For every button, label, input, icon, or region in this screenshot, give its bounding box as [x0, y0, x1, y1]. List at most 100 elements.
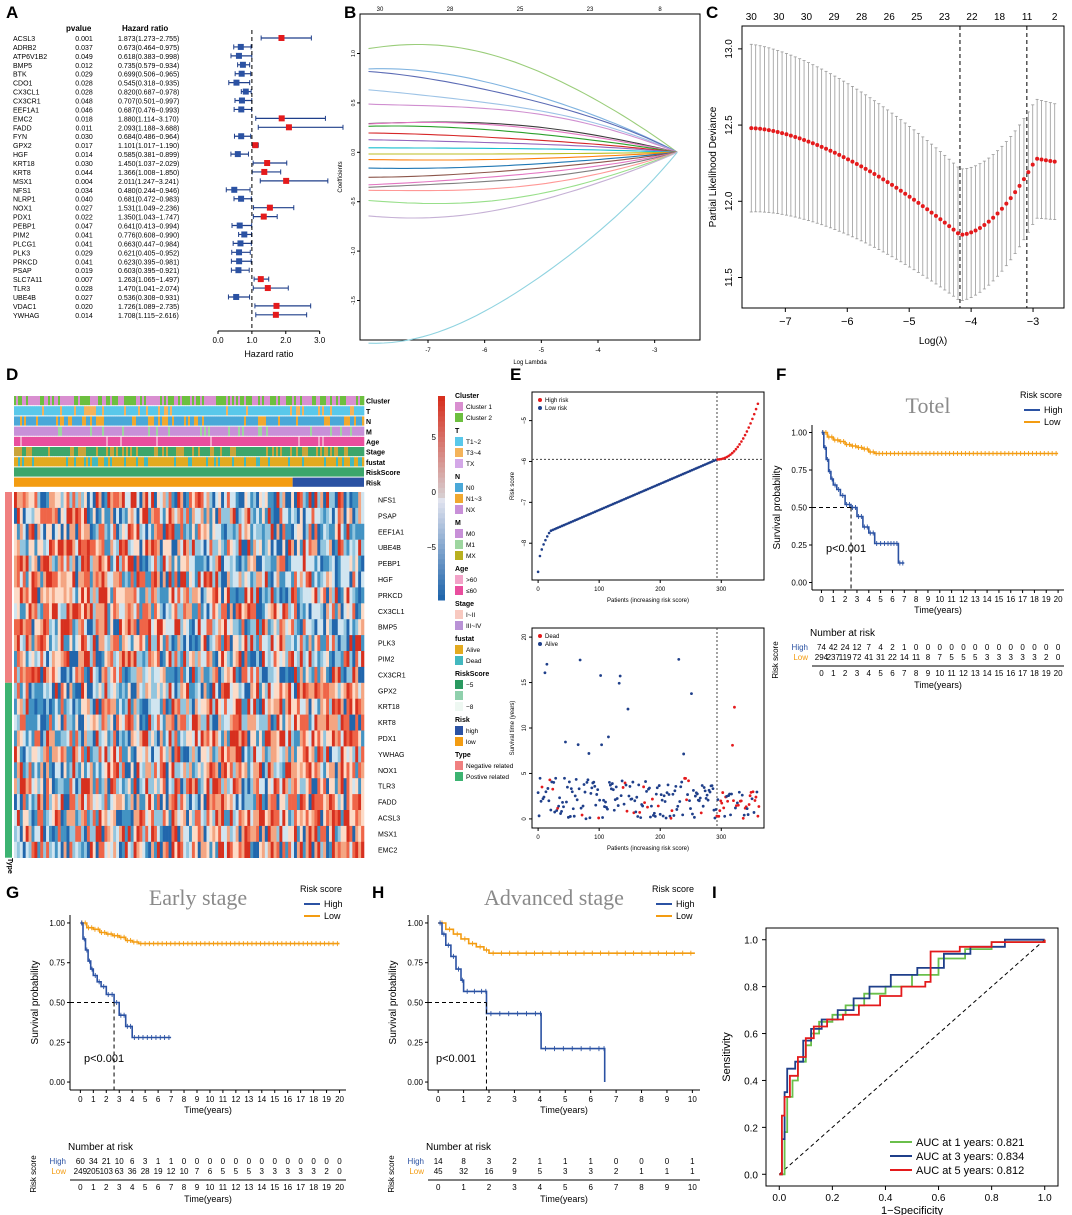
heatmap-scale-cell [438, 513, 445, 519]
status-point [590, 786, 594, 790]
heatmap-cell [259, 778, 263, 795]
annotation-cell [82, 426, 85, 436]
heatmap-cell [294, 778, 298, 795]
heatmap-cell [22, 492, 26, 509]
heatmap-cell [148, 492, 152, 509]
annotation-cell [338, 406, 341, 416]
heatmap-cell [244, 762, 248, 779]
heatmap-cell [194, 762, 199, 779]
heatmap-cell [299, 555, 304, 572]
annotation-cell [80, 416, 83, 426]
heatmap-cell [154, 778, 158, 795]
annotation-cell [280, 447, 283, 457]
heatmap-cell [162, 825, 166, 843]
heatmap-cell [261, 714, 266, 731]
annotation-cell [220, 436, 223, 446]
annotation-cell [198, 436, 201, 446]
annotation-cell [60, 416, 63, 426]
annotation-cell [88, 426, 91, 436]
heatmap-cell [156, 714, 161, 731]
annotation-cell [276, 396, 279, 406]
annotation-cell [16, 436, 19, 446]
heatmap-cell [139, 539, 143, 556]
heatmap-cell [361, 794, 365, 811]
heatmap-cell [270, 555, 274, 572]
heatmap-cell [116, 539, 120, 556]
cv-point [995, 211, 1000, 216]
annotation-cell [246, 457, 249, 467]
heatmap-cell [162, 682, 166, 699]
heatmap-cell [14, 825, 18, 843]
heatmap-cell [124, 666, 129, 684]
heatmap-cell [273, 794, 277, 811]
heatmap-cell [37, 666, 41, 684]
annotation-cell [140, 457, 143, 467]
heatmap-cell [86, 666, 91, 684]
annotation-cell [242, 426, 245, 436]
annotation-cell [290, 457, 293, 467]
heatmap-cell [285, 778, 289, 795]
annotation-cell [40, 406, 43, 416]
heatmap-cell [110, 778, 114, 795]
heatmap-cell [238, 714, 242, 731]
annotation-cell [28, 436, 31, 446]
heatmap-cell [355, 555, 359, 572]
heatmap-cell [180, 794, 184, 811]
heatmap-cell [261, 635, 266, 652]
heatmap-cell [34, 603, 38, 620]
annotation-cell [80, 426, 83, 436]
annotation-cell [322, 447, 325, 457]
heatmap-cell [28, 778, 32, 795]
risk-legend-low: Low risk [545, 406, 568, 412]
status-point [586, 778, 590, 782]
risk-x-tick-label: 0 [536, 587, 540, 593]
heatmap-cell [95, 523, 99, 540]
heatmap-cell [174, 635, 178, 652]
annotation-cell [112, 406, 115, 416]
heatmap-cell [203, 762, 207, 779]
forest-point [237, 43, 244, 50]
heatmap-cell [308, 492, 312, 509]
heatmap-cell [22, 587, 26, 604]
annotation-cell [160, 426, 163, 436]
heatmap-cell [323, 619, 327, 636]
annotation-cell [76, 416, 79, 426]
heatmap-cell [203, 507, 207, 525]
heatmap-cell [256, 507, 260, 525]
heatmap-cell [86, 555, 91, 572]
heatmap-cell [98, 794, 102, 811]
annotation-cell [34, 457, 37, 467]
heatmap-cell [224, 571, 228, 588]
heatmap-cell [209, 523, 213, 540]
heatmap-cell [104, 635, 108, 652]
annotation-cell [210, 416, 213, 426]
heatmap-cell [66, 507, 70, 525]
heatmap-cell [285, 666, 289, 684]
heatmap-cell [291, 603, 295, 620]
heatmap-cell [25, 635, 29, 652]
annotation-cell [346, 396, 349, 406]
status-point [611, 788, 615, 792]
heatmap-cell [28, 698, 32, 715]
heatmap-cell [326, 698, 330, 715]
annotation-cell [172, 457, 175, 467]
heatmap-cell [215, 523, 219, 540]
risk-point [729, 453, 732, 456]
annotation-cell [216, 406, 219, 416]
forest-point [242, 88, 249, 95]
heatmap-cell [119, 651, 123, 668]
heatmap-cell [16, 587, 21, 604]
annotation-cell [126, 426, 129, 436]
heatmap-cell [261, 825, 266, 843]
lasso-coef-path [368, 103, 678, 153]
annotation-cell [112, 447, 115, 457]
annotation-cell [226, 457, 229, 467]
annotation-cell [362, 426, 365, 436]
heatmap-cell [352, 841, 356, 858]
heatmap-cell [264, 635, 269, 652]
annotation-cell [162, 436, 165, 446]
heatmap-cell [78, 492, 82, 509]
annotation-cell [224, 426, 227, 436]
heatmap-cell [136, 492, 140, 509]
annotation-cell [240, 396, 243, 406]
